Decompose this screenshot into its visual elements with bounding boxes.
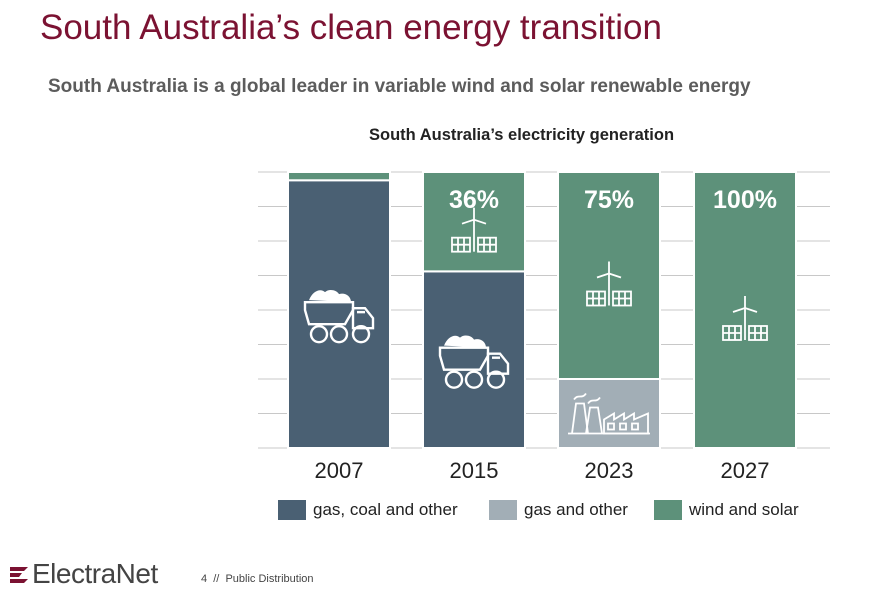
x-tick-label: 2023 [585,458,634,483]
mining-truck-icon [438,335,510,389]
legend-item-gas-coal-other: gas, coal and other [278,500,458,520]
legend-swatch-gas-coal-other [278,500,306,520]
data-label: 75% [584,186,634,214]
bar-segment-2015-0 [422,270,526,449]
wind-solar-icon [722,296,768,341]
wind-solar-icon [586,261,632,307]
electranet-logo: ElectraNet [8,558,158,590]
legend-swatch-wind-solar [654,500,682,520]
legend-label-gas-other: gas and other [524,500,628,519]
legend-item-wind-solar: wind and solar [654,500,799,520]
chart-title: South Australia’s electricity generation [369,126,675,144]
data-label: 100% [713,186,777,214]
legend-swatch-gas-other [489,500,517,520]
legend-label-gas-coal-other: gas, coal and other [313,500,458,519]
legend-label-wind-solar: wind and solar [689,500,799,519]
bar-segment-2007-2 [287,171,391,182]
legend-item-gas-other: gas and other [489,500,628,520]
wind-solar-icon [451,207,497,253]
footer-page-info: 4 // Public Distribution [201,573,314,585]
x-tick-label: 2015 [450,458,499,483]
bar-segment-2023-1 [557,378,661,449]
page-subtitle: South Australia is a global leader in va… [48,76,751,97]
factory-icon [568,392,650,435]
logo-text: ElectraNet [32,558,158,589]
page-title: South Australia’s clean energy transitio… [40,8,662,47]
bar-segment-2007-0 [287,179,391,449]
mining-truck-icon [303,289,375,344]
electranet-logo-mark-icon [10,567,28,583]
x-tick-label: 2007 [315,458,364,483]
x-tick-label: 2027 [721,458,770,483]
